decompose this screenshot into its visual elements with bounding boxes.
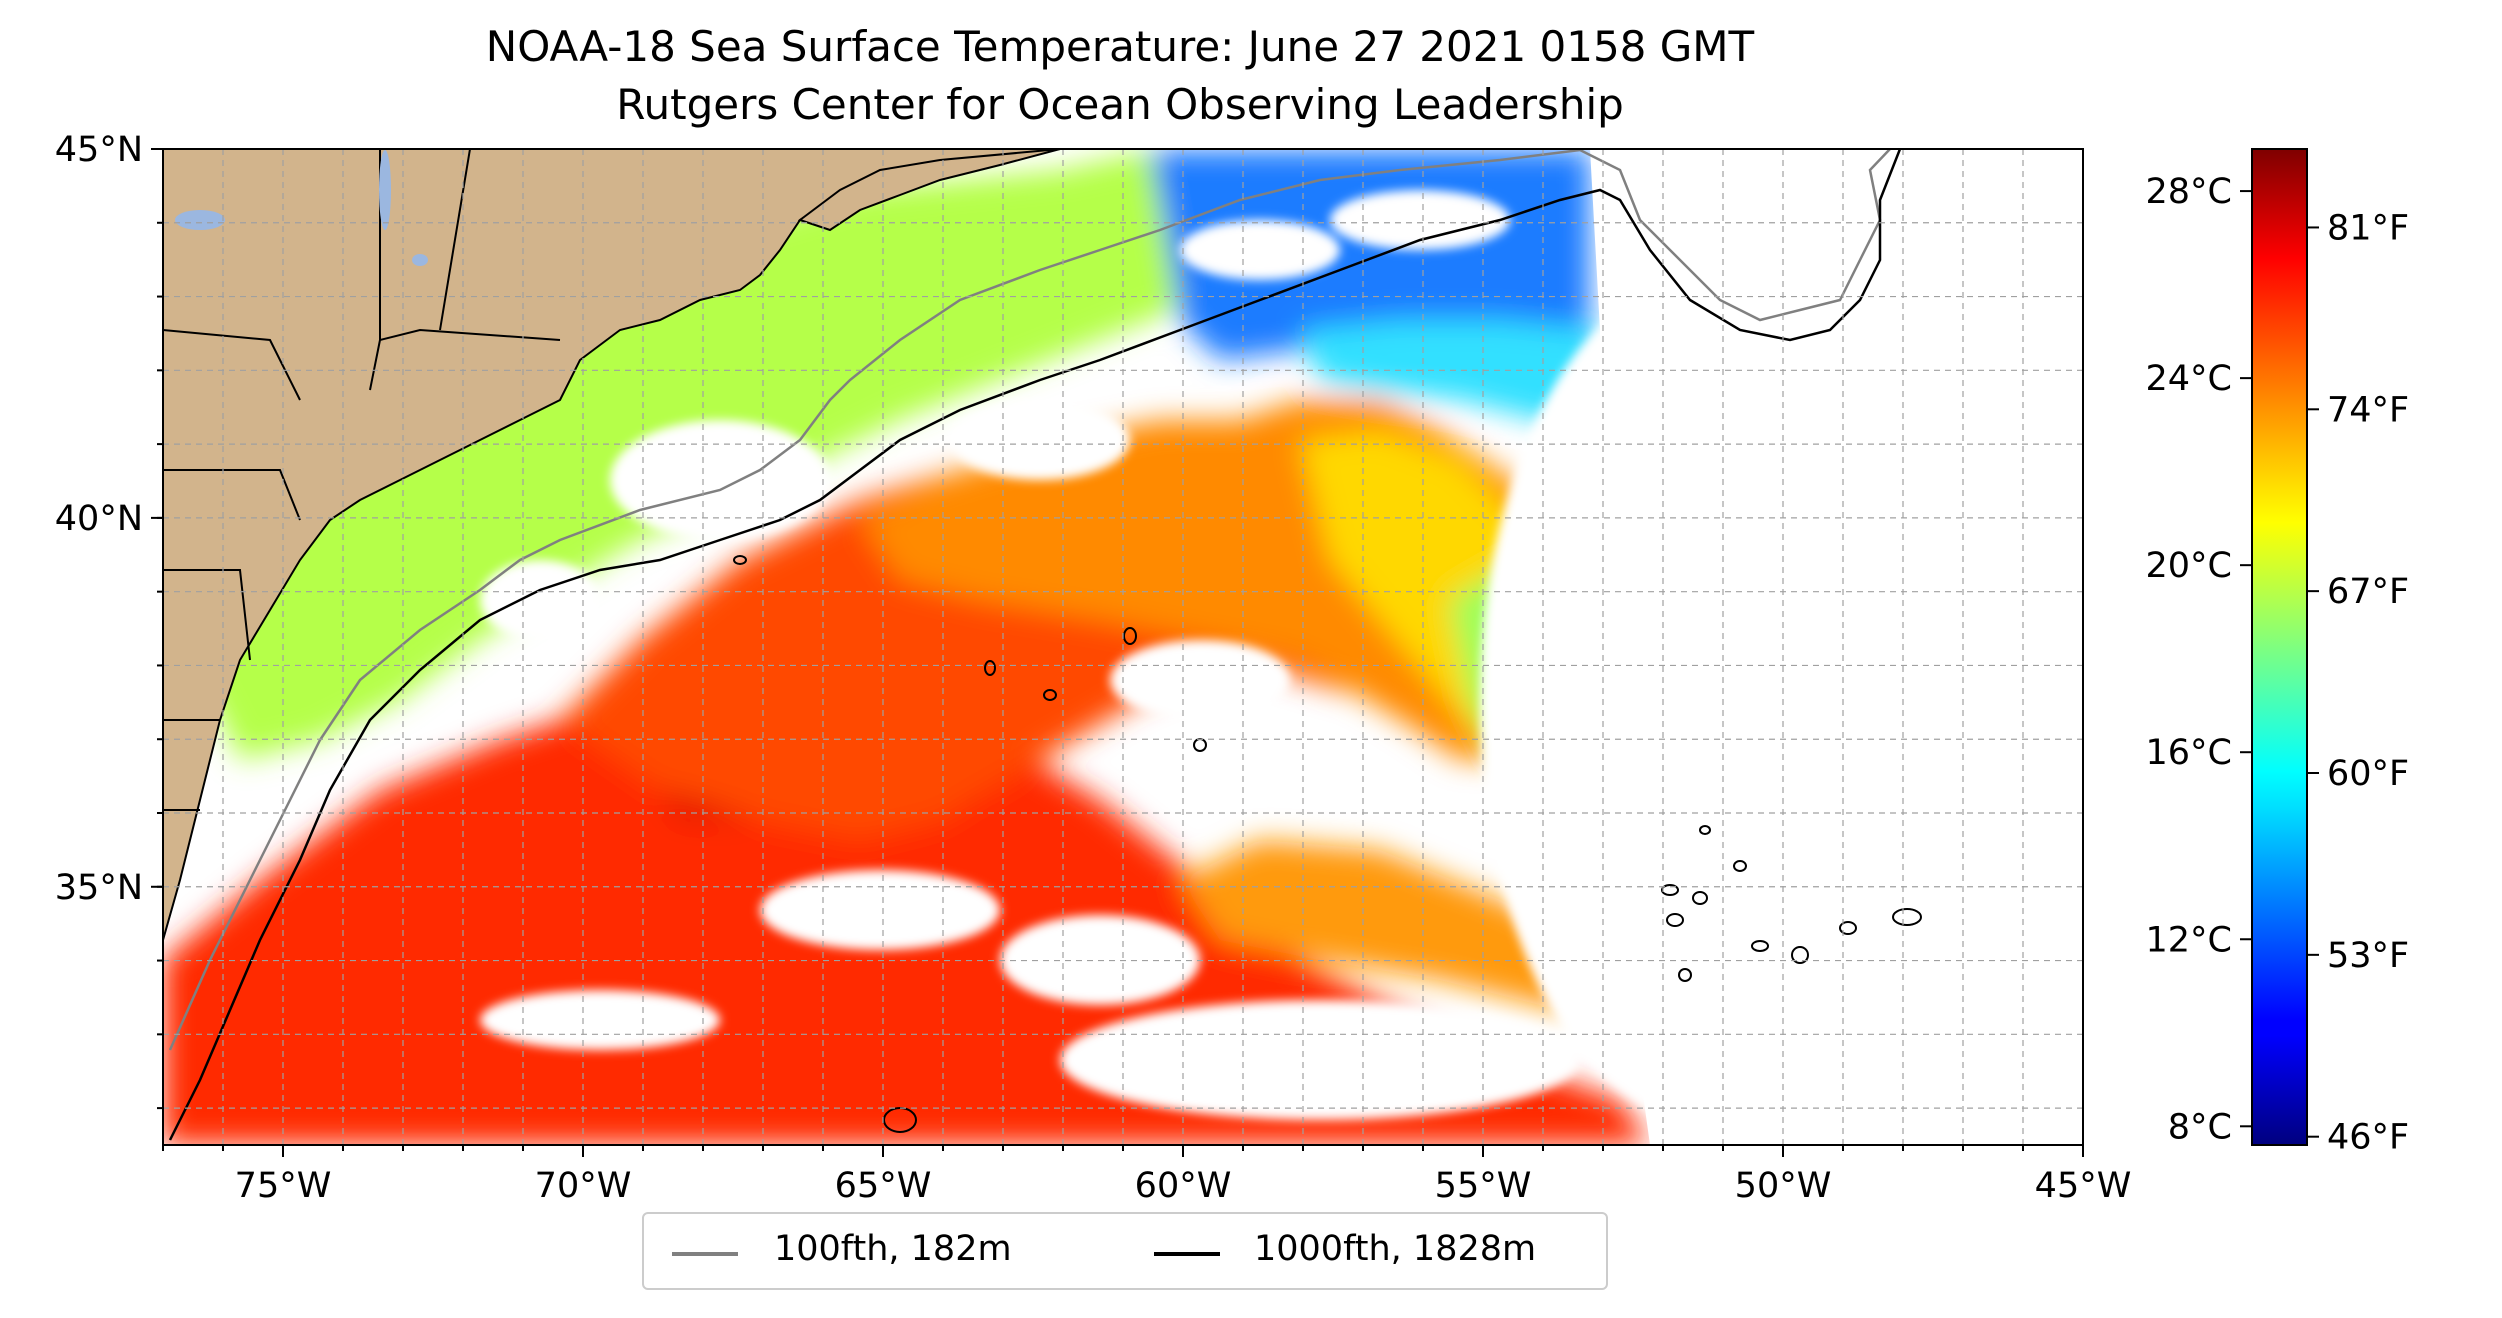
seamount-contour [1839,921,1857,935]
colorbar-labels: 8°C 12°C 16°C 20°C 24°C 28°C 46°F 53°F 60°F 67°F 7… [2146,172,2410,1158]
seamount-contour [1751,940,1769,952]
celsius-tick-label: 28°C [2146,172,2232,212]
cloud-gap [1110,640,1290,720]
legend-line-100fth [672,1252,738,1256]
map-subtitle: Rutgers Center for Ocean Observing Leade… [616,80,1624,129]
lake [175,210,225,230]
x-tick-label: 60°W [1135,1166,1232,1206]
map-title: NOAA-18 Sea Surface Temperature: June 27… [485,22,1755,71]
seamount-contour [1699,825,1711,835]
sst-southeast-orange [1180,840,1630,1010]
x-tick-label: 45°W [2035,1166,2132,1206]
no-data-east [1590,149,2083,1145]
colorbar-ticks [2240,190,2319,1138]
seamount-contour [1123,627,1137,645]
fahrenheit-tick-label: 46°F [2327,1118,2409,1158]
legend-line-1000fth [1154,1252,1220,1256]
cloud-gap [950,400,1130,480]
x-tick-label: 65°W [835,1166,932,1206]
cloud-gap [760,870,1000,950]
seamount-contour [733,555,747,565]
legend-label-100fth: 100fth, 182m [774,1229,1012,1269]
seamount-contour [1666,913,1684,927]
celsius-tick-label: 8°C [2168,1107,2232,1147]
contour-1000fth [168,149,1902,1141]
sst-field [163,149,2083,1145]
seamount-contour [1692,891,1708,905]
colorbar [2251,148,2308,1146]
state-border [439,149,471,331]
contour-100fth [168,149,1891,1051]
land [163,149,1061,941]
state-border [163,569,251,661]
x-tick-label: 75°W [235,1166,332,1206]
seamount-contour [1043,689,1057,701]
cloud-gap [480,560,600,640]
fahrenheit-tick-label: 60°F [2327,754,2409,794]
cloud-gap [1060,1000,1580,1120]
bathymetry-contours [168,149,1922,1141]
x-tick-label: 50°W [1735,1166,1832,1206]
cloud-gap [1180,220,1340,280]
gridlines [163,149,2083,1145]
state-border [369,328,561,391]
x-tick-label: 70°W [535,1166,632,1206]
lake [412,254,428,266]
state-border [163,329,301,401]
cloud-gap [480,990,720,1050]
y-tick-label: 35°N [55,868,143,908]
seamount-contour [1678,968,1692,982]
legend-label-1000fth: 1000fth, 1828m [1254,1229,1537,1269]
seamount-contour [1661,884,1679,896]
y-tick-label: 40°N [55,499,143,539]
celsius-tick-label: 12°C [2146,920,2232,960]
map-axis [151,148,2084,1157]
fahrenheit-tick-label: 74°F [2327,390,2409,430]
celsius-tick-label: 16°C [2146,733,2232,773]
map-axis-labels: 75°W 70°W 65°W 60°W 55°W 50°W 45°W 45°N 40°N 35°N [55,130,2132,1206]
map-panel [163,149,2083,1145]
fahrenheit-tick-label: 81°F [2327,208,2409,248]
seamount-contour [1791,946,1809,964]
lake [379,150,391,230]
cloud-gap [610,420,830,540]
seamount-contour [984,660,996,676]
x-tick-label: 55°W [1435,1166,1532,1206]
legend: 100fth, 182m 1000fth, 1828m [642,1212,1608,1290]
state-border [163,469,301,521]
y-tick-label: 45°N [55,130,143,170]
seamount-contour [1892,908,1922,926]
seamount-contour [1733,860,1747,872]
nova-scotia-land [797,149,1061,232]
fahrenheit-tick-label: 53°F [2327,936,2409,976]
celsius-tick-label: 20°C [2146,546,2232,586]
fahrenheit-tick-label: 67°F [2327,572,2409,612]
cloud-gap [1330,190,1510,250]
celsius-tick-label: 24°C [2146,359,2232,399]
